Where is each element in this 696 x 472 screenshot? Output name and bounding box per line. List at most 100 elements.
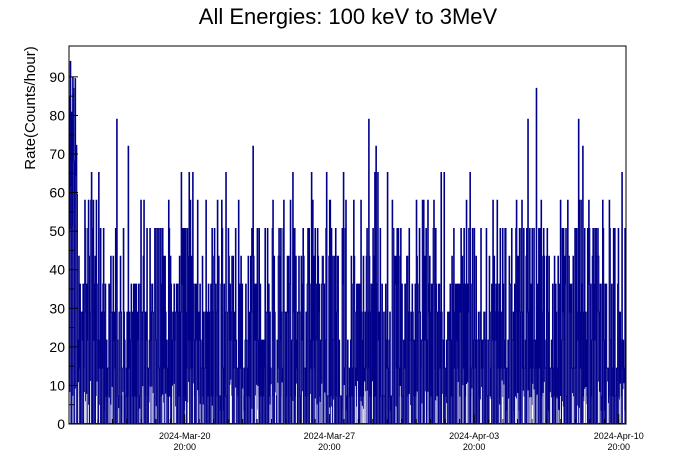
histogram-bar (74, 208, 76, 424)
histogram-bar (109, 284, 111, 424)
histogram-bar (137, 340, 139, 424)
histogram-bar (574, 368, 575, 424)
histogram-bar (199, 284, 201, 424)
histogram-bar (482, 368, 484, 424)
histogram-bar (599, 312, 601, 424)
histogram-bar (70, 185, 72, 424)
histogram-bar (261, 368, 263, 424)
histogram-bar (329, 200, 331, 424)
histogram-bar (535, 368, 537, 424)
histogram-bar (388, 396, 390, 424)
histogram-bar (456, 284, 457, 424)
histogram-bar (428, 284, 430, 424)
histogram-bar (484, 340, 486, 424)
y-tick-label: 40 (49, 262, 65, 278)
histogram-bar (402, 396, 404, 424)
histogram-bar (480, 312, 481, 424)
histogram-bar (259, 368, 261, 424)
histogram-bar (444, 368, 446, 424)
histogram-bar (459, 284, 461, 424)
histogram-bar (600, 410, 602, 424)
histogram-bar (510, 284, 512, 424)
histogram-bar (316, 284, 317, 424)
histogram-bar (97, 340, 98, 424)
histogram-bar (353, 200, 355, 424)
histogram-bar (595, 228, 597, 424)
histogram-bar (76, 145, 77, 425)
histogram-bar (155, 340, 157, 424)
histogram-bar (332, 340, 334, 424)
histogram-bar (492, 340, 493, 424)
histogram-bar (92, 256, 94, 424)
histogram-bar (287, 256, 288, 424)
histogram-bar (91, 228, 93, 424)
histogram-bar (460, 312, 461, 424)
histogram-bar (506, 410, 507, 424)
histogram-bar (477, 340, 478, 424)
histogram-bar (254, 284, 256, 424)
histogram-bar (379, 312, 381, 424)
histogram-bar (103, 410, 105, 424)
histogram-bar (591, 396, 592, 424)
histogram-bar (439, 368, 441, 424)
histogram-bar (406, 256, 408, 424)
histogram-bar (391, 396, 393, 424)
histogram-bar (289, 284, 291, 424)
histogram-bar (581, 340, 583, 424)
histogram-bar (442, 340, 444, 424)
histogram-bar (598, 312, 600, 424)
y-tick-label: 60 (49, 185, 65, 201)
histogram-bar (182, 228, 183, 424)
histogram-bar (622, 368, 624, 424)
histogram-bar (127, 396, 129, 424)
histogram-bar (451, 396, 452, 424)
histogram-bar (117, 396, 119, 424)
histogram-bar (136, 396, 138, 424)
histogram-bar (245, 284, 247, 424)
histogram-bar (318, 312, 320, 424)
histogram-bar (80, 312, 82, 424)
histogram-bar (539, 368, 540, 424)
x-tick-label-date: 2024-Apr-10 (594, 431, 644, 441)
histogram-bar (386, 340, 387, 424)
histogram-bar (69, 228, 71, 424)
x-tick-label-date: 2024-Apr-03 (449, 431, 499, 441)
histogram-bar (246, 396, 248, 424)
histogram-bar (111, 312, 112, 424)
chart-title: All Energies: 100 keV to 3MeV (199, 4, 498, 29)
histogram-bar (402, 396, 404, 424)
histogram-bar (563, 340, 565, 424)
histogram-bar (152, 284, 153, 424)
histogram-bar (448, 312, 449, 424)
histogram-bar (86, 284, 88, 424)
histogram-bar (292, 340, 293, 424)
histogram-bar (493, 312, 495, 424)
histogram-bar (577, 312, 578, 424)
histogram-bar (132, 396, 133, 424)
histogram-bar (551, 340, 553, 424)
histogram-bar (119, 312, 121, 424)
histogram-bar (322, 256, 324, 424)
histogram-bar (478, 396, 480, 424)
histogram-bar (522, 368, 523, 424)
histogram-bar (340, 396, 341, 424)
histogram-bar (602, 200, 604, 424)
histogram-bar (571, 368, 573, 424)
histogram-bar (508, 340, 510, 424)
histogram-bar (338, 396, 340, 424)
histogram-bar (266, 312, 267, 424)
histogram-bar (547, 228, 548, 424)
histogram-bar (382, 396, 384, 424)
x-tick-label-time: 20:00 (173, 442, 196, 452)
histogram-bar (483, 312, 485, 424)
histogram-bar (606, 368, 608, 424)
histogram-bar (279, 340, 281, 424)
histogram-bar (204, 368, 206, 424)
histogram-bar (150, 284, 152, 424)
histogram-bar (594, 340, 596, 424)
histogram-bar (441, 312, 443, 424)
histogram-bar (238, 312, 240, 424)
histogram-bar (521, 228, 522, 424)
histogram-bar (100, 340, 102, 424)
histogram-bar (256, 312, 258, 424)
